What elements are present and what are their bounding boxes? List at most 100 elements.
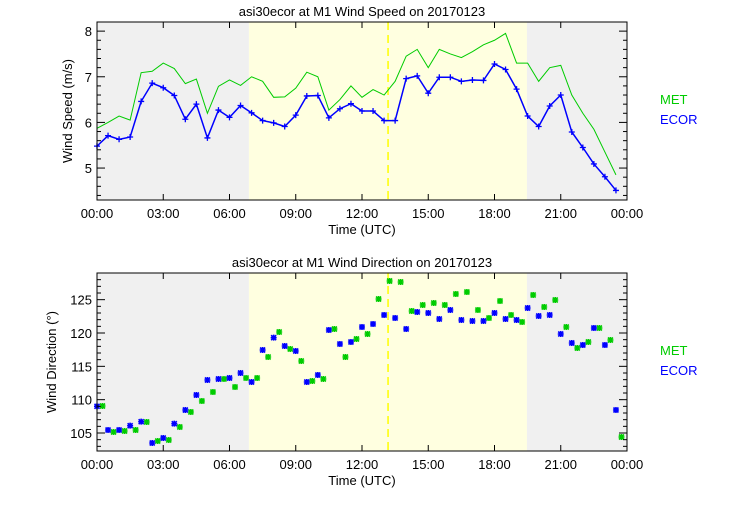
- data-point-met: [607, 336, 614, 344]
- data-point-met: [452, 290, 459, 298]
- data-point-ecor: [182, 406, 189, 414]
- data-point-met: [99, 402, 106, 410]
- data-point-ecor: [259, 346, 266, 354]
- data-point-met: [386, 277, 393, 285]
- shade-night: [97, 22, 249, 200]
- data-point-ecor: [237, 102, 244, 109]
- data-point-met: [287, 345, 294, 353]
- data-point-ecor: [579, 341, 586, 349]
- x-tick-label: 12:00: [346, 457, 379, 472]
- data-point-ecor: [513, 316, 520, 324]
- data-point-ecor: [149, 80, 156, 87]
- data-point-met: [342, 353, 349, 361]
- data-point-met: [496, 297, 504, 305]
- data-point-ecor: [116, 136, 123, 143]
- data-point-ecor: [447, 306, 454, 314]
- x-tick-label: 09:00: [279, 457, 312, 472]
- data-point-ecor: [513, 86, 520, 93]
- data-point-met: [110, 428, 117, 436]
- x-tick-label: 03:00: [147, 206, 180, 221]
- data-point-ecor: [557, 92, 564, 99]
- data-point-met: [519, 318, 526, 326]
- data-point-met: [154, 437, 161, 445]
- data-point-ecor: [568, 128, 575, 135]
- data-point-ecor: [347, 338, 355, 346]
- data-point-met: [187, 408, 194, 416]
- legend-ecor: ECOR: [660, 363, 698, 378]
- data-point-met: [198, 397, 205, 405]
- data-point-ecor: [612, 406, 620, 414]
- data-point-met: [541, 303, 548, 311]
- data-point-met: [364, 330, 371, 338]
- y-tick-label: 110: [71, 393, 92, 408]
- data-point-met: [353, 335, 360, 343]
- series-line-met: [96, 32, 617, 176]
- data-point-met: [463, 288, 470, 296]
- data-point-ecor: [458, 316, 465, 324]
- data-point-met: [574, 344, 581, 352]
- data-point-ecor: [370, 108, 377, 114]
- data-point-met: [552, 296, 559, 304]
- data-point-ecor: [392, 117, 399, 124]
- wind-speed-chart: asi30ecor at M1 Wind Speed on 20170123 T…: [60, 4, 698, 237]
- x-tick-label: 03:00: [147, 457, 180, 472]
- data-point-met: [242, 374, 250, 382]
- data-point-ecor: [601, 341, 608, 349]
- x-tick-label: 00:00: [81, 206, 114, 221]
- data-point-met: [485, 314, 493, 322]
- data-point-ecor: [403, 75, 410, 82]
- data-point-met: [441, 301, 448, 309]
- x-tick-label: 00:00: [611, 206, 644, 221]
- data-point-ecor: [104, 426, 112, 434]
- y-tick-label: 120: [70, 326, 92, 341]
- data-point-ecor: [403, 325, 410, 333]
- data-point-ecor: [369, 320, 377, 328]
- data-point-ecor: [105, 132, 112, 139]
- legend-ecor: ECOR: [660, 112, 698, 127]
- data-point-met: [408, 307, 415, 315]
- y-tick-label: 105: [70, 426, 92, 441]
- data-point-ecor: [336, 105, 343, 112]
- y-axis-label: Wind Direction (°): [44, 311, 59, 413]
- data-point-ecor: [248, 378, 255, 386]
- data-point-ecor: [127, 422, 134, 429]
- data-point-ecor: [281, 342, 288, 350]
- data-point-ecor: [425, 309, 432, 317]
- data-point-ecor: [524, 113, 531, 120]
- data-point-ecor: [502, 66, 509, 73]
- data-point-ecor: [491, 309, 498, 317]
- data-point-ecor: [590, 324, 597, 332]
- data-point-ecor: [381, 117, 388, 124]
- x-tick-label: 00:00: [611, 457, 644, 472]
- data-point-ecor: [381, 311, 388, 319]
- data-point-ecor: [325, 114, 332, 121]
- data-point-ecor: [436, 315, 443, 323]
- data-point-ecor: [127, 134, 134, 141]
- data-point-met: [596, 324, 603, 332]
- data-point-met: [209, 388, 217, 396]
- data-point-met: [618, 433, 625, 441]
- series-line-ecor: [96, 63, 617, 191]
- data-point-ecor: [546, 311, 553, 319]
- data-point-ecor: [436, 74, 443, 81]
- x-axis-label: Time (UTC): [328, 222, 395, 237]
- data-point-ecor: [325, 326, 332, 334]
- data-point-ecor: [480, 317, 487, 325]
- data-point-met: [220, 375, 228, 383]
- data-point-ecor: [226, 114, 233, 121]
- data-point-ecor: [469, 76, 476, 83]
- data-point-ecor: [270, 334, 277, 341]
- x-tick-label: 15:00: [412, 206, 445, 221]
- y-tick-label: 6: [85, 115, 92, 130]
- data-point-ecor: [524, 304, 531, 312]
- data-point-ecor: [138, 98, 145, 105]
- data-point-ecor: [535, 312, 542, 320]
- data-point-met: [276, 328, 283, 336]
- x-axis-label: Time (UTC): [328, 473, 395, 488]
- chart-title: asi30ecor at M1 Wind Speed on 20170123: [239, 4, 485, 19]
- data-point-met: [165, 436, 172, 444]
- x-tick-label: 15:00: [412, 457, 445, 472]
- x-tick-label: 21:00: [544, 206, 577, 221]
- data-point-ecor: [116, 426, 123, 434]
- data-point-met: [265, 353, 272, 361]
